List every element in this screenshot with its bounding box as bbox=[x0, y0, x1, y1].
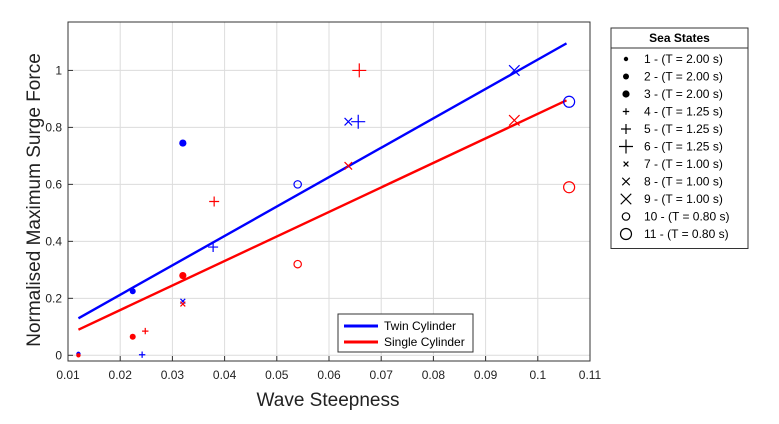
twin-point-3 bbox=[179, 139, 187, 147]
sea-state-marker-4 bbox=[622, 108, 630, 115]
x-tick-label: 0.04 bbox=[213, 368, 237, 382]
sea-state-entry: 7 - (T = 1.00 s) bbox=[644, 157, 723, 171]
single-point-3 bbox=[179, 271, 187, 280]
series-legend-box bbox=[337, 313, 474, 353]
legend-entry: Single Cylinder bbox=[384, 335, 465, 349]
twin-point-4 bbox=[138, 351, 146, 358]
sea-state-marker-9 bbox=[620, 193, 632, 205]
single-point-7 bbox=[180, 301, 186, 307]
sea-states-legend: Sea States 1 - (T = 2.00 s) 2 - (T = 2.00 … bbox=[610, 27, 749, 249]
twin-point-8 bbox=[344, 117, 353, 126]
x-tick-label: 0.03 bbox=[161, 368, 185, 382]
x-tick-label: 0.08 bbox=[422, 368, 446, 382]
sea-states-box bbox=[610, 27, 749, 249]
single-point-2 bbox=[129, 333, 136, 340]
x-tick-label: 0.11 bbox=[579, 368, 602, 382]
x-tick-label: 0.06 bbox=[317, 368, 341, 382]
x-tick-label: 0.09 bbox=[474, 368, 498, 382]
series-legend: Twin Cylinder Single Cylinder bbox=[337, 313, 474, 353]
single-point-5 bbox=[209, 196, 220, 207]
sea-state-entry: 2 - (T = 2.00 s) bbox=[644, 70, 723, 84]
sea-state-marker-2 bbox=[623, 73, 629, 80]
twin-point-2 bbox=[129, 288, 136, 295]
single-cylinder-fit-line bbox=[77, 99, 568, 331]
x-tick-label: 0.07 bbox=[370, 368, 394, 382]
twin-point-5 bbox=[208, 242, 219, 253]
sea-state-marker-11 bbox=[619, 227, 633, 241]
single-point-1 bbox=[76, 353, 81, 358]
sea-state-entry: 3 - (T = 2.00 s) bbox=[644, 87, 723, 101]
sea-state-entry: 5 - (T = 1.25 s) bbox=[644, 122, 723, 136]
plot-border bbox=[67, 21, 591, 362]
x-axis-title: Wave Steepness bbox=[257, 390, 400, 411]
sea-states-title: Sea States bbox=[649, 31, 710, 45]
sea-state-entry: 4 - (T = 1.25 s) bbox=[644, 105, 723, 119]
fit-lines bbox=[77, 42, 568, 331]
single-point-9 bbox=[508, 114, 520, 126]
y-axis: 0 0.2 0.4 0.6 0.8 1 bbox=[45, 63, 73, 362]
data-points bbox=[76, 63, 576, 358]
x-tick-label: 0.01 bbox=[56, 368, 80, 382]
sea-state-marker-5 bbox=[621, 124, 631, 134]
sea-state-marker-3 bbox=[622, 90, 630, 98]
sea-state-entry: 6 - (T = 1.25 s) bbox=[644, 140, 723, 154]
twin-cylinder-fit-line bbox=[77, 42, 568, 320]
x-tick-label: 0.02 bbox=[109, 368, 133, 382]
twin-point-10 bbox=[293, 180, 302, 189]
twin-point-9 bbox=[508, 64, 520, 77]
y-tick-label: 0.8 bbox=[45, 120, 62, 134]
y-tick-label: 0.2 bbox=[45, 291, 62, 305]
sea-state-marker-10 bbox=[621, 212, 631, 221]
sea-state-marker-7 bbox=[623, 161, 629, 167]
y-tick-label: 1 bbox=[55, 63, 62, 77]
single-point-10 bbox=[293, 259, 302, 269]
x-tick-label: 0.05 bbox=[265, 368, 289, 382]
twin-point-6 bbox=[351, 114, 366, 129]
y-axis-title: Normalised Maximum Surge Force bbox=[24, 53, 45, 347]
single-point-11 bbox=[563, 181, 576, 194]
x-tick-label: 0.1 bbox=[529, 368, 546, 382]
legend-entry: Twin Cylinder bbox=[384, 319, 456, 333]
y-tick-label: 0.6 bbox=[45, 177, 62, 191]
sea-state-entry: 8 - (T = 1.00 s) bbox=[644, 175, 723, 189]
sea-state-marker-1 bbox=[623, 56, 629, 62]
sea-state-entry: 10 - (T = 0.80 s) bbox=[644, 210, 729, 224]
sea-state-marker-8 bbox=[621, 177, 631, 186]
sea-state-entry: 9 - (T = 1.00 s) bbox=[644, 192, 723, 206]
y-tick-label: 0.4 bbox=[45, 234, 62, 248]
single-point-4 bbox=[142, 327, 149, 335]
single-point-8 bbox=[344, 161, 353, 171]
sea-state-marker-6 bbox=[619, 139, 633, 154]
x-axis: 0.01 0.02 0.03 0.04 0.05 0.06 0.07 0.08 0.09 0.1 0… bbox=[56, 356, 602, 382]
twin-point-11 bbox=[563, 95, 576, 108]
y-tick-label: 0 bbox=[55, 348, 62, 362]
sea-state-entry: 11 - (T = 0.80 s) bbox=[644, 227, 729, 241]
sea-state-entry: 1 - (T = 2.00 s) bbox=[644, 52, 723, 66]
single-point-6 bbox=[352, 63, 367, 78]
